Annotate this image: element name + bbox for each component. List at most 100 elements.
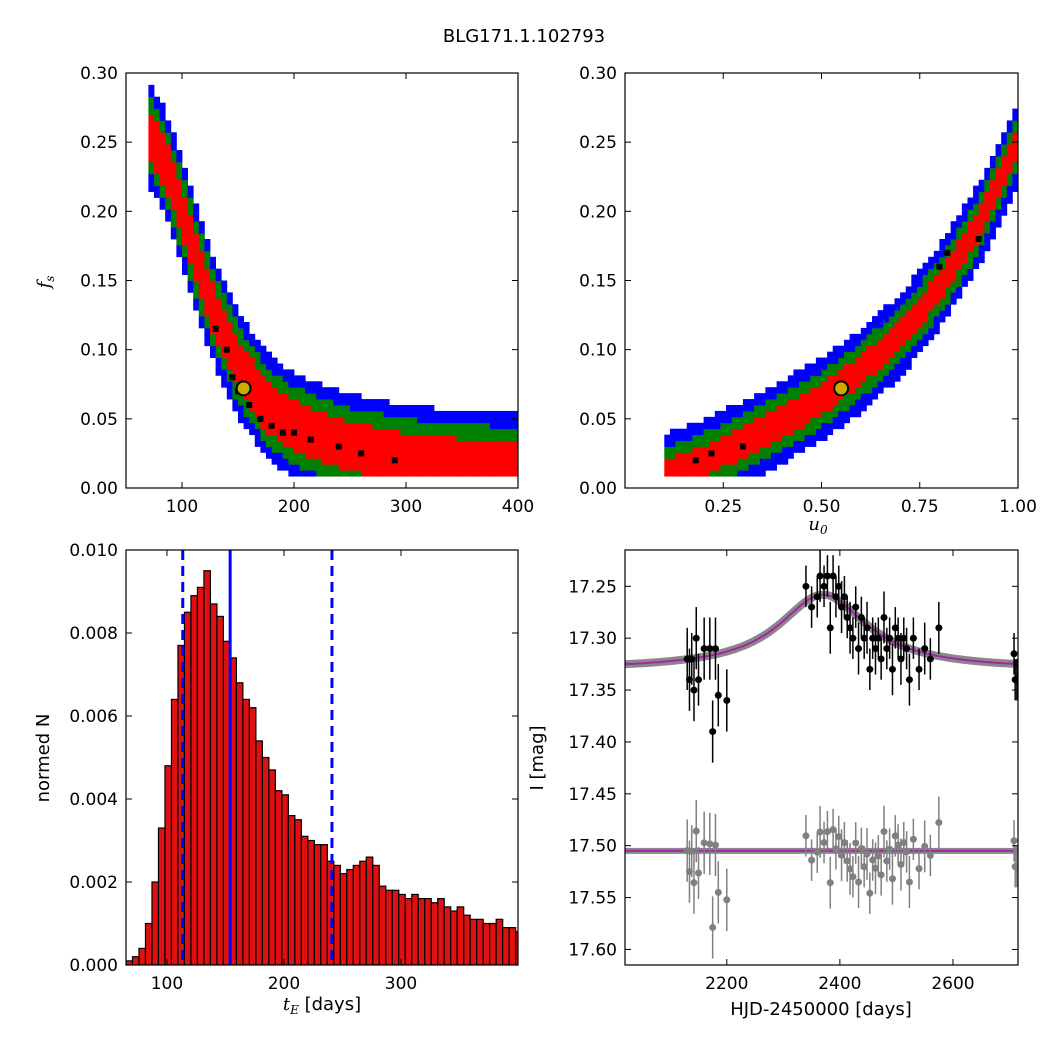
heatmap-cell [933, 286, 940, 293]
best-fit-marker [833, 380, 850, 397]
heatmap-cell [406, 410, 412, 418]
heatmap-cell [787, 440, 794, 447]
heatmap-cell [945, 280, 952, 287]
panel-u0-vs-fs: 0.25 0.50 0.75 1.000.000.050.100.150.200.25… [579, 64, 1037, 537]
heatmap-cell [1012, 150, 1018, 157]
heatmap-cell [422, 434, 429, 441]
heatmap-cell [686, 452, 693, 459]
heatmap-cell [984, 209, 991, 216]
heatmap-cell [905, 310, 912, 317]
histogram-bar [268, 769, 276, 965]
heatmap-cell [793, 422, 800, 430]
heatmap-cell [512, 416, 518, 424]
heatmap-cell [434, 422, 440, 430]
heatmap-cell [366, 440, 373, 447]
heatmap-cell [249, 345, 256, 353]
heatmap-cell [939, 310, 946, 317]
heatmap-cell [782, 452, 789, 459]
heatmap-cell [288, 410, 295, 418]
heatmap-cell [669, 464, 676, 471]
heatmap-cell [428, 422, 435, 430]
heatmap-cell [759, 452, 766, 459]
heatmap-cell [506, 452, 513, 459]
heatmap-cell [204, 239, 211, 246]
heatmap-cell [692, 464, 699, 471]
heatmap-cell [254, 369, 261, 376]
heatmap-cell [193, 227, 200, 234]
heatmap-cell [989, 191, 996, 198]
data-point [855, 645, 863, 653]
heatmap-cell [282, 410, 289, 418]
heatmap-cell [939, 244, 946, 252]
heatmap-cell [877, 322, 884, 329]
heatmap-cell [804, 363, 811, 370]
heatmap-cell [495, 416, 502, 424]
heatmap-cell [305, 387, 312, 394]
heatmap-cell [159, 138, 166, 145]
heatmap-cell [900, 316, 907, 323]
heatmap-cell [422, 464, 429, 471]
heatmap-cell [316, 434, 323, 441]
heatmap-cell [215, 310, 222, 317]
heatmap-cell [221, 304, 228, 311]
heatmap-cell [445, 428, 452, 436]
heatmap-cell [900, 310, 907, 317]
heatmap-cell [765, 399, 772, 406]
heatmap-cell [506, 470, 513, 477]
heatmap-cell [355, 422, 362, 430]
heatmap-cell [703, 416, 710, 424]
heatmap-cell [159, 132, 166, 139]
heatmap-cell [894, 304, 901, 311]
residual-point [832, 845, 840, 853]
heatmap-cell [238, 339, 244, 347]
heatmap-cell [855, 375, 862, 382]
heatmap-cell [726, 452, 733, 459]
heatmap-cell [804, 422, 811, 430]
heatmap-cell [243, 351, 250, 358]
heatmap-cell [344, 446, 351, 453]
heatmap-cell [950, 286, 957, 293]
heatmap-cell [967, 250, 974, 258]
heatmap-cell [170, 138, 177, 145]
heatmap-cell [394, 452, 401, 459]
heatmap-cell [978, 233, 985, 240]
heatmap-cell [967, 227, 974, 234]
heatmap-cell [900, 369, 907, 376]
heatmap-cell [664, 440, 671, 447]
heatmap-cell [709, 464, 716, 471]
heatmap-cell [159, 144, 166, 151]
heatmap-cell [860, 375, 867, 382]
heatmap-cell [933, 310, 940, 317]
histogram-bar [548, 940, 554, 965]
heatmap-cell [989, 203, 996, 210]
heatmap-cell [782, 422, 789, 430]
heatmap-cell [210, 339, 216, 347]
heatmap-cell [894, 333, 901, 341]
heatmap-cell [512, 458, 518, 465]
heatmap-cell [182, 256, 188, 264]
model-curve [625, 593, 1018, 666]
heatmap-cell [182, 167, 188, 175]
heatmap-cell [989, 167, 996, 175]
heatmap-cell [327, 440, 334, 447]
heatmap-cell [860, 399, 867, 406]
heatmap-cell [1012, 132, 1018, 139]
data-point [886, 634, 894, 642]
heatmap-cell [675, 434, 682, 441]
heatmap-cell [905, 345, 912, 353]
heatmap-cell [154, 126, 160, 133]
heatmap-cell [316, 446, 323, 453]
heatmap-cell [305, 446, 312, 453]
heatmap-cell [905, 357, 912, 364]
heatmap-cell [428, 446, 435, 453]
heatmap-cell [714, 422, 721, 430]
heatmap-cell [310, 446, 317, 453]
heatmap-cell [204, 280, 211, 287]
histogram-bar [209, 603, 218, 965]
heatmap-cell [748, 464, 755, 471]
heatmap-cell [299, 405, 306, 412]
heatmap-cell [428, 458, 435, 465]
heatmap-cell [310, 470, 317, 477]
residual-point [894, 841, 902, 849]
residual-point [813, 848, 821, 856]
